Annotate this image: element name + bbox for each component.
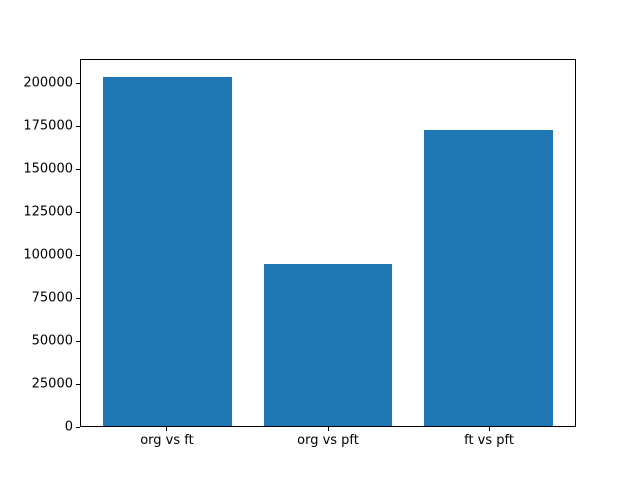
y-tick-mark xyxy=(76,125,80,127)
y-tick-mark xyxy=(76,254,80,256)
x-tick-label: org vs ft xyxy=(140,433,194,448)
y-tick-label: 75000 xyxy=(31,290,73,306)
x-tick-mark xyxy=(488,427,490,431)
x-tick-mark xyxy=(166,427,168,431)
y-tick-mark xyxy=(76,168,80,170)
plot-area xyxy=(80,59,576,427)
y-tick-mark xyxy=(76,82,80,84)
x-tick-mark xyxy=(327,427,329,431)
y-tick-mark xyxy=(76,211,80,213)
y-tick-label: 200000 xyxy=(23,75,73,91)
bar-org-vs-pft xyxy=(263,263,393,426)
y-tick-label: 0 xyxy=(64,419,73,435)
x-tick-label: org vs pft xyxy=(297,433,359,448)
y-tick-label: 100000 xyxy=(23,247,73,263)
y-tick-mark xyxy=(76,426,80,428)
y-tick-label: 175000 xyxy=(23,118,73,134)
y-tick-mark xyxy=(76,383,80,385)
bar-ft-vs-pft xyxy=(424,130,553,426)
x-tick-label: ft vs pft xyxy=(464,433,514,448)
y-tick-mark xyxy=(76,297,80,299)
y-tick-label: 125000 xyxy=(23,204,73,220)
y-tick-label: 150000 xyxy=(23,161,73,177)
y-tick-label: 50000 xyxy=(31,333,73,349)
y-tick-mark xyxy=(76,340,80,342)
bar-org-vs-ft xyxy=(103,77,232,426)
y-tick-label: 25000 xyxy=(31,376,73,392)
